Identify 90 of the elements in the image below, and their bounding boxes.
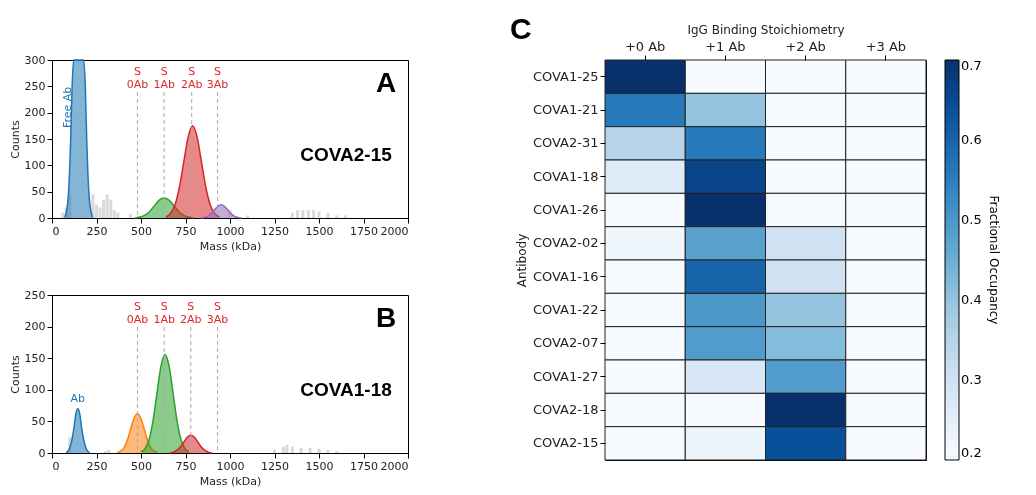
x-tick-label: 1250	[261, 224, 289, 238]
x-axis-title: Mass (kDa)	[199, 474, 262, 488]
annotation: Ab	[70, 392, 85, 406]
color-bar-label: 0.3	[961, 372, 982, 387]
y-tick-label: 200	[24, 320, 46, 334]
color-bar-label: 0.2	[961, 445, 982, 460]
x-tick-label: 1750	[350, 459, 378, 473]
bar	[273, 449, 276, 453]
y-tick-label: 0	[38, 446, 46, 460]
bar	[116, 212, 120, 218]
y-axis-title: Counts	[8, 120, 22, 159]
x-tick-label: 250	[86, 459, 108, 473]
y-tick-label: 150	[24, 351, 46, 365]
y-tick-label: 100	[24, 158, 46, 172]
bar	[128, 213, 132, 218]
bar	[299, 447, 303, 453]
y-tick-label: COVA2-07	[532, 335, 599, 351]
x-tick-label: 500	[131, 224, 152, 238]
bar	[326, 212, 330, 218]
bar	[344, 215, 348, 218]
x-tick-label: 0	[52, 459, 60, 473]
x-tick-label: 1000	[216, 224, 245, 238]
y-tick-label: 50	[31, 185, 46, 199]
bar	[317, 211, 321, 218]
color-bar-title: Fractional Occupancy	[987, 195, 1001, 325]
annotation: B	[375, 302, 397, 333]
x-tick-label: +1 Ab	[705, 38, 746, 54]
x-tick-label: 1500	[305, 224, 334, 238]
y-tick-label: COVA2-31	[532, 135, 599, 151]
y-tick-label: 250	[24, 79, 46, 93]
x-tick-label: 750	[175, 224, 197, 238]
color-bar-label: 0.6	[961, 132, 982, 147]
x-tick-label: +2 Ab	[785, 38, 826, 54]
y-axis-title: Antibody	[514, 233, 529, 288]
y-tick-label: COVA1-25	[532, 68, 599, 84]
ref-line-label: S 3Ab	[206, 65, 229, 91]
bar	[290, 212, 294, 218]
x-tick-label: 1250	[261, 459, 289, 473]
color-bar-label: 0.4	[961, 292, 982, 307]
x-tick-label: 2000	[380, 224, 409, 238]
annotation: Free Ab	[61, 86, 74, 129]
y-axis-title: Counts	[8, 355, 22, 394]
x-axis-title: Mass (kDa)	[199, 239, 262, 253]
ref-line-label: S 1Ab	[153, 65, 175, 91]
y-tick-label: 100	[24, 383, 46, 397]
x-tick-label: +0 Ab	[624, 38, 666, 54]
y-tick-label: COVA2-18	[532, 402, 599, 417]
y-tick-label: COVA1-27	[532, 368, 599, 384]
y-tick-label: COVA1-16	[532, 268, 599, 284]
x-tick-label: 0	[52, 224, 60, 238]
x-tick-label: 1750	[350, 224, 378, 238]
y-tick-label: COVA1-26	[532, 202, 599, 217]
bar	[308, 447, 312, 453]
x-tick-label: 500	[131, 459, 152, 473]
bar	[246, 215, 250, 218]
y-tick-label: 150	[24, 132, 46, 146]
x-tick-label: 2000	[380, 459, 409, 473]
bar	[281, 446, 285, 453]
y-tick-label: 50	[31, 414, 46, 428]
color-bar-label: 0.7	[961, 58, 982, 73]
y-tick-label: COVA1-21	[532, 102, 599, 117]
x-axis-title: IgG Binding Stoichiometry	[687, 22, 845, 37]
text: C	[510, 12, 532, 45]
y-tick-label: 0	[38, 211, 46, 225]
x-tick-label: 1500	[305, 459, 334, 473]
bar	[335, 215, 339, 218]
y-tick-label: 200	[24, 106, 46, 120]
x-tick-label: +3 Ab	[865, 38, 907, 54]
bar	[317, 448, 321, 453]
bar	[326, 449, 330, 453]
ref-line-label: S 2Ab	[180, 65, 203, 91]
y-tick-label: COVA1-22	[532, 302, 599, 317]
ref-line-label: S 1Ab	[153, 300, 175, 326]
y-tick-label: COVA1-18	[532, 168, 599, 184]
x-tick-label: 750	[175, 459, 197, 473]
x-tick-label: 250	[86, 224, 108, 238]
ref-line-label: S 3Ab	[206, 300, 229, 326]
y-tick-label: 250	[24, 288, 46, 302]
x-tick-label: 1000	[216, 459, 245, 473]
annotation: COVA2-15	[300, 143, 393, 165]
y-tick-label: COVA2-15	[532, 435, 599, 451]
ref-line-label: S 0Ab	[126, 65, 149, 91]
bar	[107, 449, 111, 453]
color-bar-label: 0.5	[961, 212, 982, 227]
y-tick-label: COVA2-02	[532, 235, 599, 251]
y-tick-label: 300	[24, 53, 46, 67]
annotation: COVA1-18	[300, 378, 392, 400]
ref-line-label: S 2Ab	[180, 300, 202, 326]
ref-line-label: S 0Ab	[126, 300, 149, 326]
annotation: A	[375, 67, 397, 98]
